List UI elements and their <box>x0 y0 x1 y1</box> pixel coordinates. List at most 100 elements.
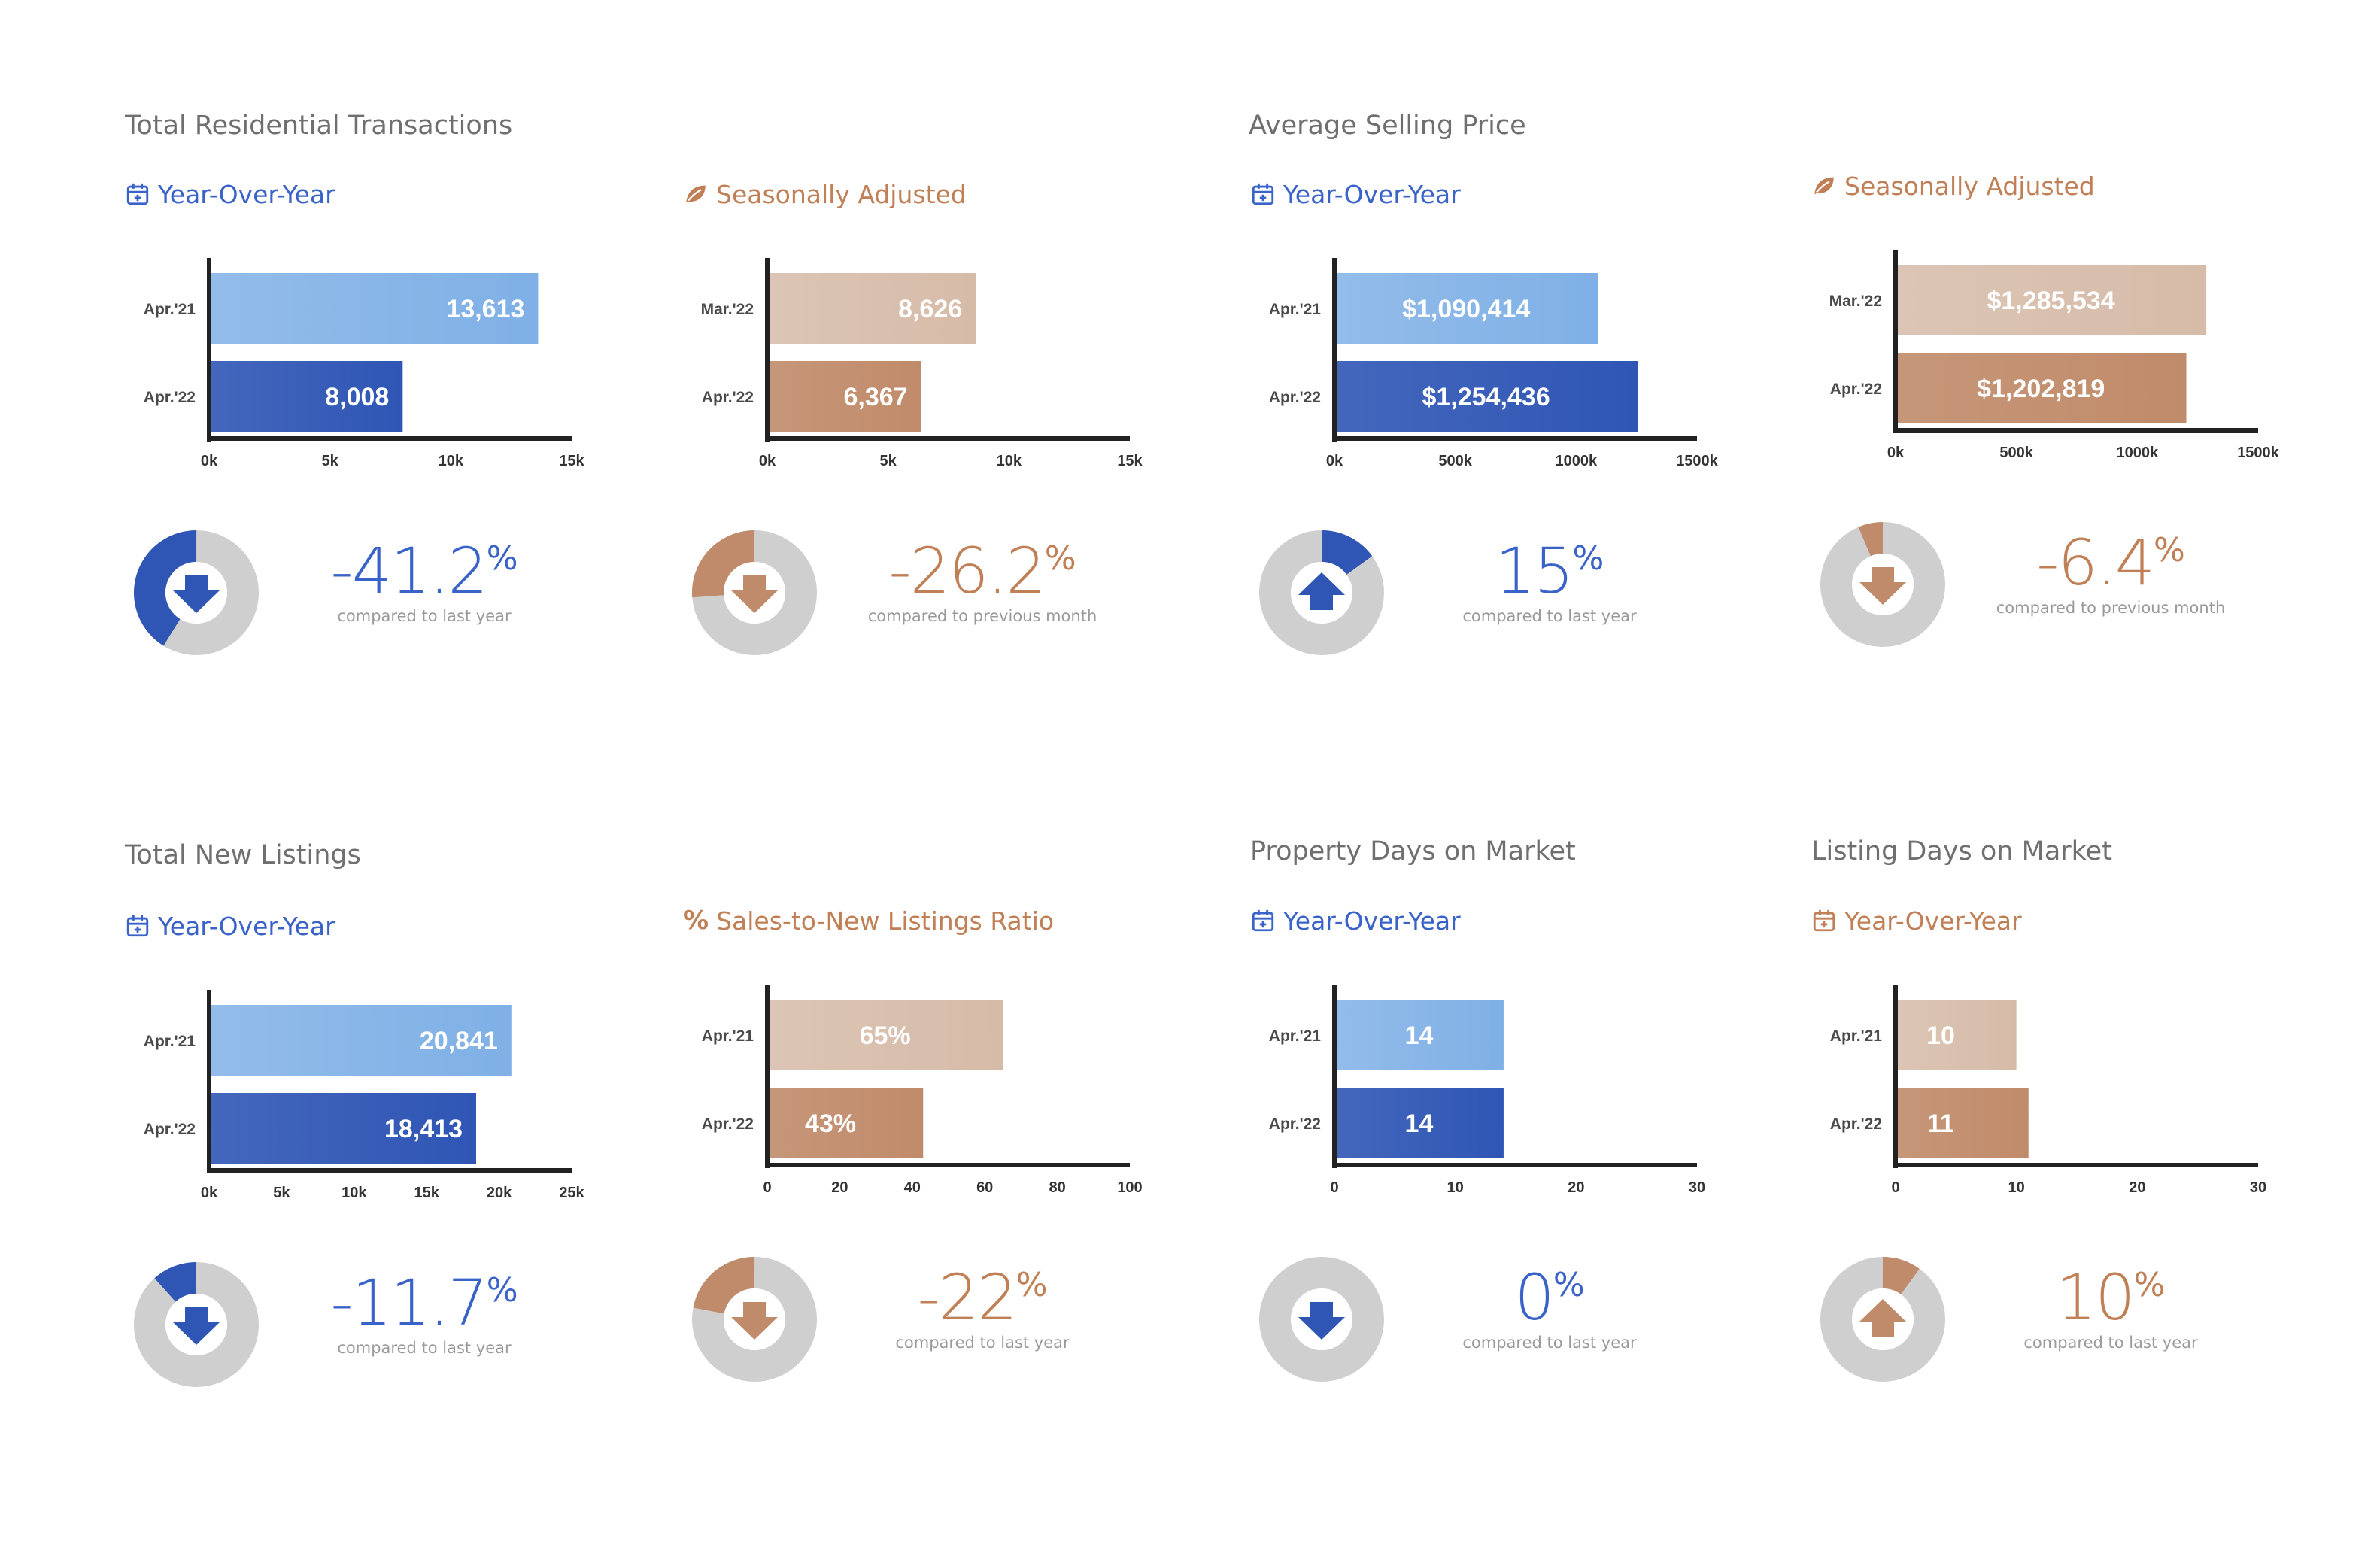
change-value: -11.7% <box>330 1271 518 1334</box>
change-caption: compared to last year <box>337 607 512 625</box>
calendar-plus-icon <box>1252 909 1274 932</box>
panel-subtitle-text: Seasonally Adjusted <box>716 179 967 209</box>
tick-label: 40 <box>904 1179 921 1196</box>
tick-label: 0k <box>759 453 776 469</box>
tick-label: 1000k <box>1556 453 1598 469</box>
donut-arc <box>692 1256 817 1382</box>
bar-1 <box>1336 1000 1504 1070</box>
tick-label: 5k <box>880 453 897 469</box>
change-caption: compared to last year <box>1462 1334 1637 1352</box>
change-number: -11.7 <box>330 1266 487 1340</box>
change-donut <box>1820 522 1945 647</box>
bar-chart: Apr.'21 13,613 Apr.'22 8,008 0k 5k 10k 15k <box>144 258 585 469</box>
bar-chart: Apr.'21 $1,090,414 Apr.'22 $1,254,436 0k 500k… <box>1269 258 1719 469</box>
bar-2 <box>769 361 921 432</box>
data-label: 20,841 <box>420 1027 498 1055</box>
arrow-down-icon <box>173 1307 220 1345</box>
change-value: -22% <box>917 1266 1047 1329</box>
section-title-total-new-listings: Total New Listings <box>125 840 361 870</box>
bar-chart: Apr.'21 10 Apr.'22 11 0 10 20 30 <box>1830 985 2266 1196</box>
panel-subtitle-text: Year-Over-Year <box>1283 906 1461 936</box>
donut-ring <box>1259 1257 1384 1382</box>
bar-1 <box>1897 265 2207 335</box>
data-label: 14 <box>1405 1021 1434 1050</box>
bar-1 <box>211 273 539 344</box>
tick-label: 5k <box>273 1185 290 1201</box>
calendar-plus-icon <box>126 183 149 205</box>
tick-label: 30 <box>2250 1179 2266 1196</box>
donut-arc <box>1820 1257 1945 1382</box>
donut-arc <box>1820 522 1945 647</box>
arrow-down-icon <box>731 575 778 613</box>
tick-label: 25k <box>559 1185 584 1201</box>
metric-panel: Seasonally Adjusted Mar.'22 $1,285,534 Apr.… <box>1811 167 2368 814</box>
change-unit: % <box>1044 539 1076 578</box>
data-label: 65% <box>860 1021 911 1050</box>
tick-label: 10k <box>342 1185 367 1201</box>
metric-panel: Year-Over-Year Apr.'21 10 Apr.'22 11 0 10 20 30 1… <box>1811 902 2368 1549</box>
category-label: Apr.'22 <box>702 389 754 406</box>
tick-label: 80 <box>1049 1179 1065 1196</box>
bar-chart: Apr.'21 65% Apr.'22 43% 0 20 40 60 80 100 <box>702 985 1143 1196</box>
change-donut <box>1259 530 1384 655</box>
tick-label: 15k <box>559 453 584 469</box>
data-label: 14 <box>1405 1109 1434 1138</box>
bar-2 <box>211 361 403 432</box>
tick-label: 0k <box>1887 445 1905 461</box>
tick-label: 1500k <box>1676 453 1718 469</box>
leaf-icon <box>686 185 706 203</box>
metric-panel: Seasonally Adjusted Mar.'22 8,626 Apr.'22 6,… <box>683 175 1240 822</box>
arrow-up-icon <box>1298 572 1345 610</box>
arrow-down-icon <box>173 575 220 613</box>
category-label: Apr.'21 <box>144 1033 196 1050</box>
leaf-icon <box>1814 177 1834 195</box>
change-donut <box>1259 1257 1384 1382</box>
panel-subtitle: Year-Over-Year <box>125 175 335 213</box>
bar-1 <box>211 1005 512 1076</box>
change-number: -26.2 <box>888 534 1046 608</box>
change-donut <box>134 1262 259 1387</box>
category-label: Apr.'22 <box>144 1121 196 1138</box>
metric-panel: Year-Over-Year Apr.'21 20,841 Apr.'22 18,413… <box>125 907 682 1554</box>
data-label: 18,413 <box>384 1115 463 1143</box>
calendar-plus-icon <box>1252 183 1274 205</box>
tick-label: 0k <box>201 1185 218 1201</box>
tick-label: 20k <box>487 1185 512 1201</box>
category-label: Apr.'22 <box>702 1115 754 1133</box>
metric-panel: Year-Over-Year Apr.'21 $1,090,414 Apr.'22 $1… <box>1250 175 1807 822</box>
tick-label: 10k <box>439 453 464 469</box>
tick-label: 15k <box>414 1185 440 1201</box>
calendar-plus-icon <box>126 915 149 937</box>
panel-subtitle: Year-Over-Year <box>1250 902 1461 939</box>
data-label: 43% <box>805 1109 856 1138</box>
category-label: Apr.'22 <box>144 389 196 406</box>
change-unit: % <box>486 1271 518 1310</box>
change-number: 15 <box>1495 534 1574 608</box>
tick-label: 10 <box>1447 1179 1464 1196</box>
bar-1 <box>769 273 976 344</box>
section-title-listing-days-on-market: Listing Days on Market <box>1811 836 2112 867</box>
panel-subtitle-text: Year-Over-Year <box>158 911 335 941</box>
change-donut <box>134 530 259 655</box>
tick-label: 0 <box>763 1179 771 1196</box>
change-number: 0 <box>1514 1261 1554 1334</box>
data-label: $1,285,534 <box>1987 287 2114 315</box>
data-label: 8,008 <box>325 383 389 411</box>
tick-label: 20 <box>1568 1179 1584 1196</box>
market-report-board: Total Residential Transactions Average S… <box>125 111 2368 1387</box>
tick-label: 500k <box>1438 453 1472 469</box>
arrow-down-icon <box>731 1302 778 1340</box>
change-donut <box>691 530 817 655</box>
tick-label: 5k <box>322 453 339 469</box>
data-label: $1,254,436 <box>1422 383 1550 411</box>
category-label: Apr.'21 <box>1269 301 1322 318</box>
arrow-down-icon <box>1298 1302 1345 1340</box>
bar-chart: Apr.'21 14 Apr.'22 14 0 10 20 30 <box>1269 985 1705 1196</box>
change-caption: compared to last year <box>1462 607 1637 625</box>
change-value: -6.4% <box>2036 531 2185 594</box>
change-unit: % <box>2154 531 2185 569</box>
data-label: $1,090,414 <box>1402 295 1530 323</box>
category-label: Apr.'21 <box>1269 1027 1322 1045</box>
panel-subtitle: Seasonally Adjusted <box>1811 167 2095 205</box>
panel-subtitle: Seasonally Adjusted <box>683 175 967 213</box>
